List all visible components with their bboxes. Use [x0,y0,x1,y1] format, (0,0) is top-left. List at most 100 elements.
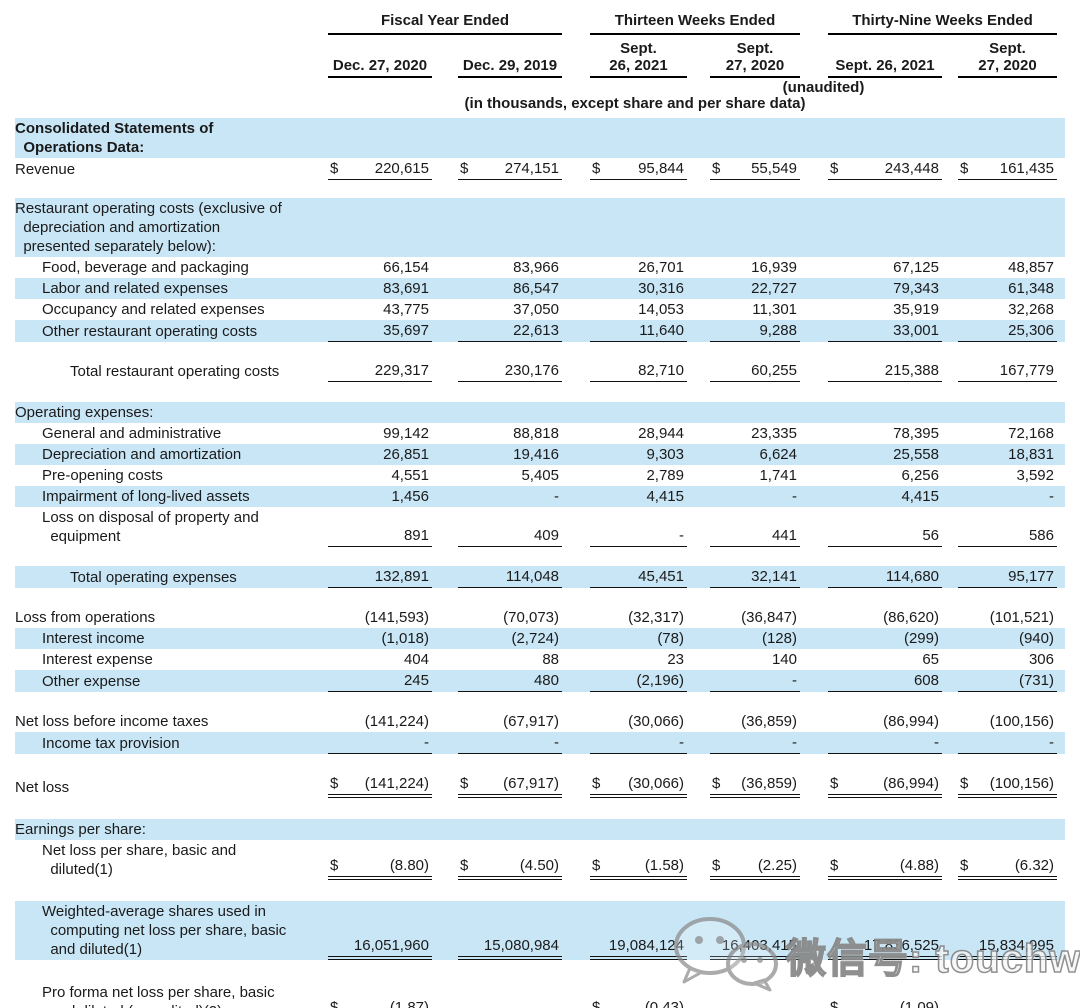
dollar-sign: $ [712,857,721,874]
table-row: Other restaurant operating costs 35,697 22… [15,320,1065,342]
row-value [328,838,432,840]
row-label: Total operating expenses [70,569,237,586]
row-value: $220,615 [328,158,432,180]
row-value: 16,051,960 [328,935,432,960]
header-group-fiscal-year: Fiscal Year Ended [328,12,562,35]
row-value: - [590,732,687,754]
dollar-sign: $ [712,160,721,177]
row-value: 56 [828,525,942,547]
table-row: Total operating expenses 132,891 114,048 45… [15,566,1065,588]
table-row: Earnings per share: [15,819,1065,840]
row-value: 30,316 [638,280,684,297]
row-value: 43,775 [383,301,429,318]
row-label: Total restaurant operating costs [70,363,280,380]
table-row: Restaurant operating costs (exclusive of… [15,198,1065,257]
row-value: 83,966 [513,259,559,276]
row-value: - [710,732,800,754]
table-row: Loss on disposal of property and equipme… [15,507,1065,547]
row-value: - [710,670,800,692]
table-row: Other expense 245 480 (2,196) - 608 (731) [15,670,1065,692]
row-value: 28,944 [638,425,684,442]
header-group-thirty-nine-weeks: Thirty-Nine Weeks Ended [828,12,1057,35]
row-value: $ (100,156) [958,773,1057,798]
row-value: 15,080,984 [458,935,562,960]
row-value: 48,857 [1008,259,1054,276]
row-value: 25,558 [893,446,939,463]
row-value: 83,691 [383,280,429,297]
row-value: (940) [1018,630,1054,647]
row-value: 86,547 [513,280,559,297]
row-value: 25,306 [958,320,1057,342]
row-value: 2,789 [646,467,684,484]
row-value: 586 [958,525,1057,547]
table-row: Revenue $220,615 $274,151 $95,844 $55,549 $24… [15,158,1065,180]
row-value: 78,395 [893,425,939,442]
row-value: 1,741 [759,467,797,484]
column-header-date: Sept. 27, 2020 [958,40,1057,78]
table-row: Operating expenses: [15,402,1065,423]
row-value: (2,196) [590,670,687,692]
row-value: $ (1.09) [828,997,942,1008]
row-value: $95,844 [590,158,687,180]
dollar-sign: $ [830,857,839,874]
row-label: Earnings per share: [15,821,146,838]
table-row: Weighted-average shares used in computin… [15,901,1065,960]
dollar-sign: $ [460,160,469,177]
column-header-date: Sept. 26, 2021 [590,40,687,78]
row-label: Occupancy and related expenses [42,301,265,318]
row-value: 14,053 [638,301,684,318]
row-value: 9,303 [646,446,684,463]
row-value: (100,156) [989,713,1054,730]
row-value: 17,836,525 [828,935,942,960]
row-value: 60,255 [710,360,800,382]
dollar-sign: $ [460,857,469,874]
row-value: 95,177 [958,566,1057,588]
dollar-sign: $ [830,775,839,792]
row-value: 19,084,124 [590,935,687,960]
row-label: Other restaurant operating costs [42,323,258,340]
row-value: $ (2.25) [710,855,800,880]
row-value: 1,456 [391,488,429,505]
row-value: (78) [657,630,684,647]
row-value: 79,343 [893,280,939,297]
table-row: Depreciation and amortization 26,851 19,41… [15,444,1065,465]
row-value: 26,701 [638,259,684,276]
row-value: (86,620) [883,609,939,626]
row-label: Income tax provision [42,735,180,752]
table-row: Interest income (1,018) (2,724) (78) (128) (2… [15,628,1065,649]
unaudited-note: (unaudited) [782,79,865,96]
row-value: 167,779 [958,360,1057,382]
row-value: 88 [542,651,559,668]
row-value: 4,415 [646,488,684,505]
row-value [590,838,687,840]
row-value: 229,317 [328,360,432,382]
column-header-date: Dec. 27, 2020 [328,40,432,78]
row-value: - [958,732,1057,754]
row-label: Consolidated Statements of Operations Da… [15,120,214,156]
row-value [710,838,800,840]
row-value: 132,891 [328,566,432,588]
row-value: 65 [922,651,939,668]
row-value: 26,851 [383,446,429,463]
row-value: (86,994) [883,713,939,730]
row-value: (1,018) [381,630,429,647]
dollar-sign: $ [460,775,469,792]
column-header-date: Sept. 27, 2020 [710,40,800,78]
row-value: (731) [958,670,1057,692]
dollar-sign: $ [830,160,839,177]
row-value: 11,640 [590,320,687,342]
table-row: Pro forma net loss per share, basic and … [15,982,1065,1008]
row-value: - [328,732,432,754]
row-value: 72,168 [1008,425,1054,442]
row-label: Interest expense [42,651,153,668]
row-value: - [590,525,687,547]
row-value: (299) [903,630,939,647]
column-header-date: Sept. 26, 2021 [828,40,942,78]
row-value: 114,680 [828,566,942,588]
row-label: Net loss before income taxes [15,713,209,730]
table-row: Labor and related expenses 83,691 86,547 30… [15,278,1065,299]
table-row: Net loss per share, basic and diluted(1)… [15,840,1065,880]
row-label: Operating expenses: [15,404,154,421]
row-value: 409 [458,525,562,547]
dollar-sign: $ [330,999,339,1008]
